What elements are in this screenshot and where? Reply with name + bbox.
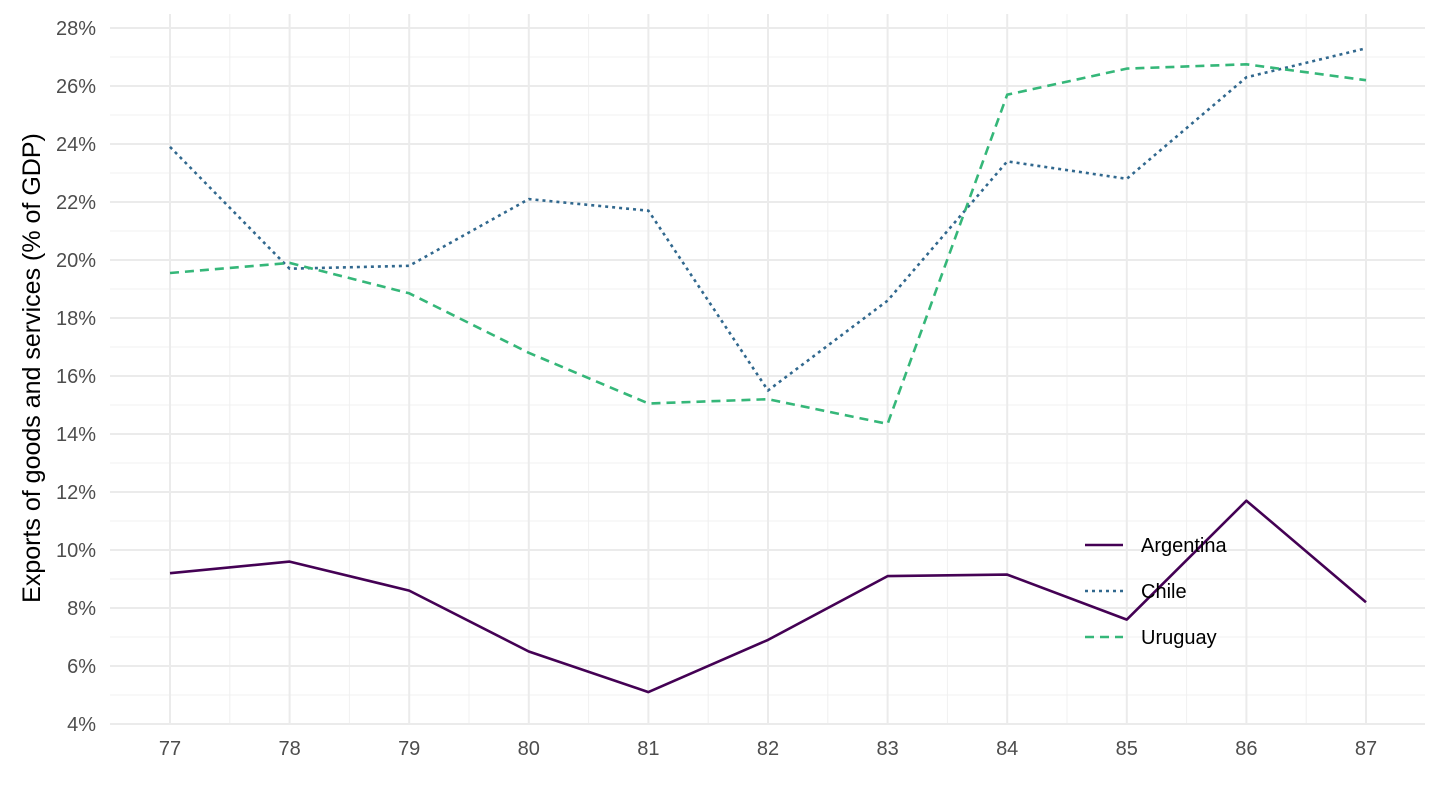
y-tick-label: 6%: [67, 656, 96, 678]
y-tick-label: 22%: [56, 192, 96, 214]
x-tick-label: 79: [398, 738, 420, 760]
y-tick-label: 24%: [56, 134, 96, 156]
x-tick-label: 85: [1116, 738, 1138, 760]
series-lines: [169, 47, 1367, 694]
x-tick-label: 82: [757, 738, 779, 760]
series-line-argentina: [169, 499, 1367, 694]
x-tick-label: 87: [1355, 738, 1377, 760]
major-gridlines: [110, 14, 1425, 725]
y-tick-label: 4%: [67, 714, 96, 736]
x-tick-label: 77: [159, 738, 181, 760]
legend-label: Uruguay: [1141, 627, 1217, 649]
y-tick-label: 10%: [56, 540, 96, 562]
x-tick-label: 81: [637, 738, 659, 760]
y-tick-label: 12%: [56, 482, 96, 504]
x-tick-label: 78: [278, 738, 300, 760]
y-axis-title: Exports of goods and services (% of GDP): [18, 133, 46, 603]
legend-label: Chile: [1141, 581, 1187, 603]
series-line-chile: [169, 47, 1367, 392]
legend-item-argentina: Argentina: [1085, 535, 1227, 557]
y-tick-label: 20%: [56, 250, 96, 272]
x-tick-label: 86: [1235, 738, 1257, 760]
legend-label: Argentina: [1141, 535, 1227, 557]
y-tick-label: 14%: [56, 424, 96, 446]
legend-item-chile: Chile: [1085, 581, 1187, 603]
x-tick-label: 84: [996, 738, 1018, 760]
y-axis-tick-labels: 4% 6% 8% 10% 12% 14% 16% 18% 20% 22% 24% 26% 28%: [56, 18, 96, 736]
y-tick-label: 8%: [67, 598, 96, 620]
y-tick-label: 18%: [56, 308, 96, 330]
y-tick-label: 16%: [56, 366, 96, 388]
x-axis-tick-labels: 77 78 79 80 81 82 83 84 85 86 87: [159, 738, 1377, 760]
legend: Argentina Chile Uruguay: [1085, 535, 1227, 649]
series-line-uruguay: [169, 63, 1367, 426]
x-tick-label: 80: [518, 738, 540, 760]
legend-item-uruguay: Uruguay: [1085, 627, 1217, 649]
y-tick-label: 28%: [56, 18, 96, 40]
y-tick-label: 26%: [56, 76, 96, 98]
x-tick-label: 83: [876, 738, 898, 760]
